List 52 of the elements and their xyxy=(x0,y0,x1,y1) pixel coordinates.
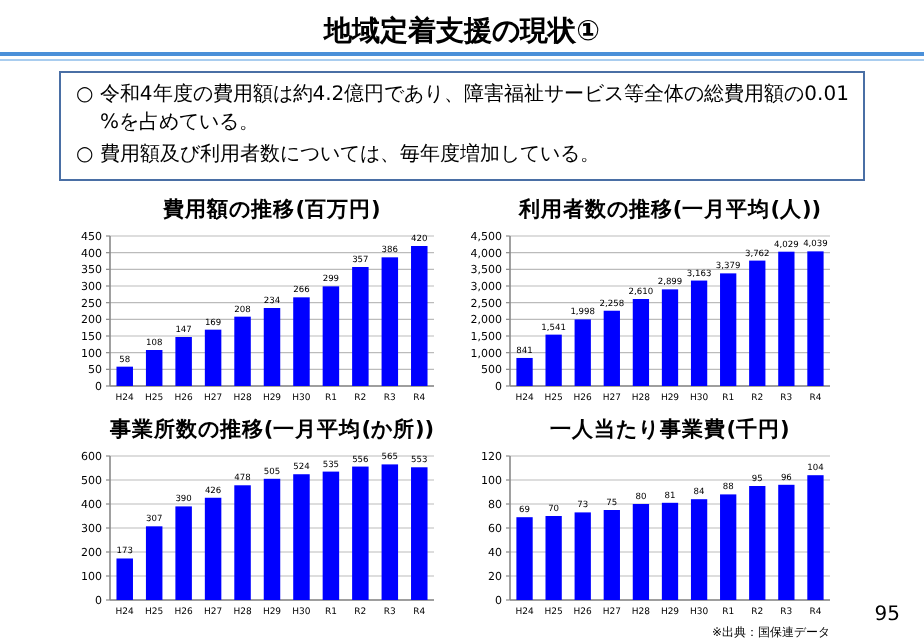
bar xyxy=(381,257,399,386)
bar xyxy=(778,251,795,386)
bar xyxy=(574,319,591,386)
bar xyxy=(352,267,369,386)
bar xyxy=(145,526,163,600)
bar xyxy=(322,286,340,386)
bar xyxy=(545,516,562,600)
bar xyxy=(661,289,679,386)
bar xyxy=(234,485,251,600)
bar xyxy=(749,260,766,386)
text: ○ 費用額及び利用者数については、毎年度増加している。 xyxy=(76,142,600,166)
text: ○ 令和4年度の費用額は約4.2億円であり、障害福祉サービス等全体の総費用額の0.01%を占めている。 xyxy=(76,82,849,134)
bar xyxy=(116,558,133,600)
chart-title: 一人当たり事業費(千円) xyxy=(550,416,790,442)
bar xyxy=(632,299,650,386)
chart-title: 事業所数の推移(一月平均(か所)) xyxy=(107,416,435,442)
bar xyxy=(574,512,591,600)
bar xyxy=(690,499,708,600)
bar xyxy=(661,502,679,600)
bar xyxy=(293,297,310,386)
bar xyxy=(807,251,824,386)
bar xyxy=(411,467,428,600)
bar xyxy=(807,475,824,600)
bar xyxy=(322,471,340,600)
bar xyxy=(603,510,620,600)
bar xyxy=(263,478,281,600)
bar xyxy=(381,464,399,600)
bar xyxy=(116,366,133,386)
bar xyxy=(411,246,428,386)
bar xyxy=(632,504,650,600)
text: 95 xyxy=(874,604,900,626)
chart-title: 利用者数の推移(一月平均(人)) xyxy=(516,196,822,222)
bar xyxy=(545,334,562,386)
bar xyxy=(778,484,795,600)
chart-title: 費用額の推移(百万円) xyxy=(161,196,381,222)
bar xyxy=(603,310,620,386)
bar xyxy=(516,517,533,600)
bar xyxy=(175,506,192,600)
bar xyxy=(145,350,163,386)
bar xyxy=(293,474,310,600)
bar xyxy=(352,466,369,600)
bar xyxy=(749,486,766,600)
bar xyxy=(720,494,737,600)
bar xyxy=(175,337,192,386)
bar xyxy=(263,308,281,386)
text: 地域定着支援の現状① xyxy=(322,14,601,48)
bar xyxy=(204,497,222,600)
bar xyxy=(720,273,737,386)
bar xyxy=(690,280,708,386)
bar xyxy=(516,357,533,386)
bar xyxy=(204,329,222,386)
bar xyxy=(234,316,251,386)
